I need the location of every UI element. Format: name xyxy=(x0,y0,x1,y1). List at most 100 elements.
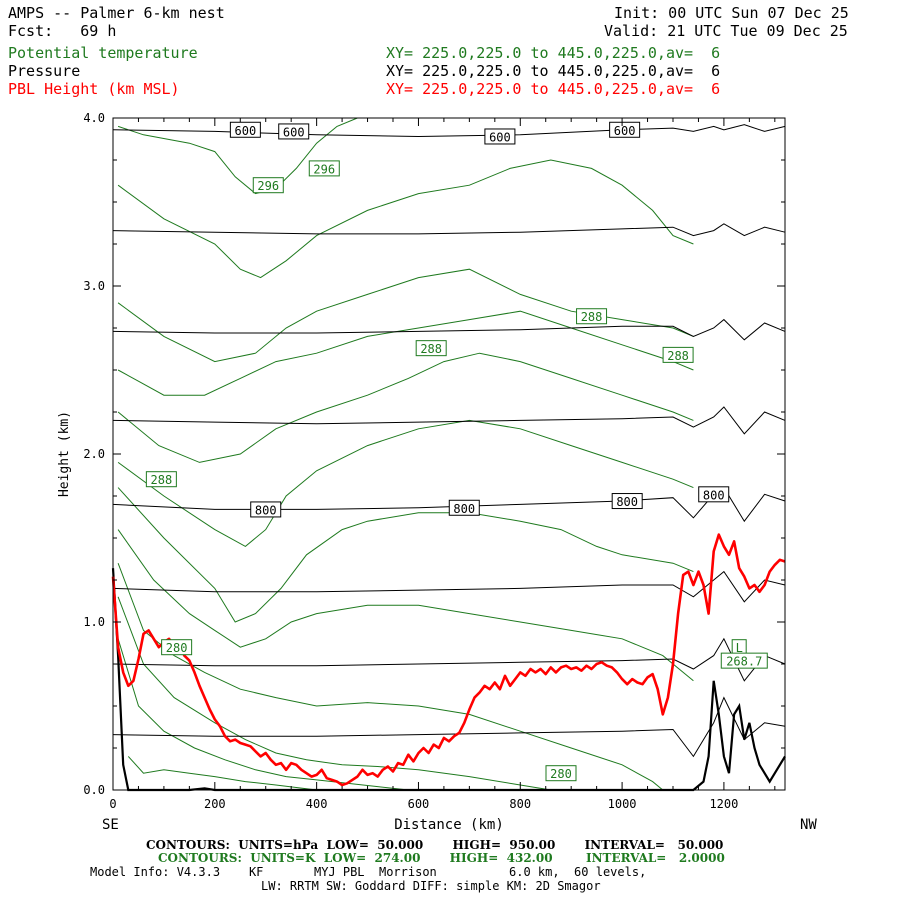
field-theta-xy: XY= 225.0,225.0 to 445.0,225.0,av= 6 xyxy=(386,44,721,62)
contour-label-2: 600 xyxy=(484,128,516,145)
contour-label-box xyxy=(308,160,340,177)
contour-label-box xyxy=(229,121,261,138)
contour-label-text: 800 xyxy=(453,502,475,516)
model-title: AMPS -- Palmer 6-km nest xyxy=(8,4,225,22)
contour-label-4: 296 xyxy=(252,177,284,194)
contour-label-box xyxy=(161,639,193,656)
field-pressure-name: Pressure xyxy=(8,62,81,80)
theta-contour-9 xyxy=(117,596,551,791)
contour-label-box xyxy=(448,499,480,516)
footer-model-info-1: Model Info: V4.3.3 KF MYJ PBL Morrison 6… xyxy=(90,865,647,879)
contour-label-box xyxy=(484,128,516,145)
theta-contour-8 xyxy=(117,563,664,791)
contour-label-17: 268.7 xyxy=(720,652,768,669)
contour-label-box xyxy=(415,340,447,357)
contour-label-box xyxy=(662,346,694,363)
x-tick-label: 200 xyxy=(204,797,226,811)
contour-label-text: 268.7 xyxy=(726,655,762,669)
x-tick-label: 0 xyxy=(109,797,116,811)
contour-label-11: 800 xyxy=(448,499,480,516)
contour-label-3: 600 xyxy=(609,121,641,138)
contour-label-box xyxy=(545,765,577,782)
contour-label-box xyxy=(252,177,284,194)
pressure-contour-7 xyxy=(112,696,786,758)
footer-pressure-contours: CONTOURS: UNITS=hPa LOW= 50.000 HIGH= 95… xyxy=(146,838,724,852)
theta-contour-1 xyxy=(117,159,694,279)
theta-contour-3 xyxy=(117,310,694,396)
contour-label-text: 296 xyxy=(257,179,279,193)
plot-frame xyxy=(112,117,786,791)
x-axis-right-end: NW xyxy=(800,817,817,833)
contour-label-box xyxy=(576,308,608,325)
valid-time: Valid: 21 UTC Tue 09 Dec 25 xyxy=(604,22,848,40)
theta-contour-5 xyxy=(117,419,694,548)
contour-label-14: 280 xyxy=(161,639,193,656)
pressure-contour-4 xyxy=(112,486,786,523)
contour-label-0: 600 xyxy=(229,121,261,138)
theta-contour-0 xyxy=(117,117,358,195)
contour-label-text: 296 xyxy=(313,162,335,176)
contour-label-13: 800 xyxy=(698,486,730,503)
x-axis-title: Distance (km) xyxy=(394,817,504,833)
field-pbl-xy: XY= 225.0,225.0 to 445.0,225.0,av= 6 xyxy=(386,80,721,98)
axes: 0 200 400 600 800 1000 1200 0.0 1.0 2.0 3.0 4.0 xyxy=(83,111,785,811)
contour-label-12: 800 xyxy=(611,493,643,510)
theta-contour-6 xyxy=(117,487,694,623)
theta-contour-11 xyxy=(127,756,317,791)
contour-label-text: 600 xyxy=(283,125,305,139)
contour-label-text: 600 xyxy=(614,124,636,138)
y-tick-label: 2.0 xyxy=(83,447,105,461)
terrain-series xyxy=(111,568,786,792)
contour-label-text: 288 xyxy=(581,310,603,324)
pbl-series xyxy=(111,533,786,787)
pressure-contour-1 xyxy=(112,223,786,237)
contour-label-box xyxy=(611,493,643,510)
y-tick-label: 1.0 xyxy=(83,615,105,629)
contour-labels: 600 600 600 600 296 296 288 288 288 288 800 800 800 8… xyxy=(145,121,768,782)
contour-label-8: 288 xyxy=(662,346,694,363)
pressure-contour-6 xyxy=(112,637,786,682)
pressure-contour-5 xyxy=(112,570,786,603)
theta-contours xyxy=(117,117,694,791)
contour-label-box xyxy=(145,471,177,488)
y-tick-label: 3.0 xyxy=(83,279,105,293)
terrain-line xyxy=(111,568,786,792)
contour-label-1: 600 xyxy=(278,123,310,140)
pbl-height-line xyxy=(111,533,786,787)
pressure-contour-2 xyxy=(112,318,786,341)
contour-label-text: 280 xyxy=(550,767,572,781)
y-tick-label: 4.0 xyxy=(83,111,105,125)
contour-label-text: 288 xyxy=(667,349,689,363)
contour-label-text: L xyxy=(736,641,743,655)
contour-label-6: 288 xyxy=(576,308,608,325)
contour-label-15: 280 xyxy=(545,765,577,782)
x-tick-label: 400 xyxy=(306,797,328,811)
theta-contour-2 xyxy=(117,268,694,363)
contour-label-text: 800 xyxy=(616,495,638,509)
field-theta-name: Potential temperature xyxy=(8,44,198,62)
footer-model-info-2: LW: RRTM SW: Goddard DIFF: simple KM: 2D… xyxy=(261,879,601,893)
contour-label-5: 296 xyxy=(308,160,340,177)
theta-contour-4 xyxy=(117,352,694,463)
field-pbl-name: PBL Height (km MSL) xyxy=(8,80,180,98)
contour-label-text: 288 xyxy=(420,342,442,356)
contour-label-text: 288 xyxy=(151,473,173,487)
contour-label-box xyxy=(609,121,641,138)
pressure-contour-0 xyxy=(112,124,786,138)
y-axis-title: Height (km) xyxy=(57,411,72,497)
contour-label-text: 600 xyxy=(235,124,257,138)
x-tick-label: 800 xyxy=(509,797,531,811)
contour-label-text: 800 xyxy=(703,488,725,502)
contour-label-box xyxy=(720,652,768,669)
contour-label-7: 288 xyxy=(415,340,447,357)
field-pressure-xy: XY= 225.0,225.0 to 445.0,225.0,av= 6 xyxy=(386,62,721,80)
pressure-contour-3 xyxy=(112,406,786,435)
contour-label-text: 800 xyxy=(255,503,277,517)
contour-label-text: 600 xyxy=(489,130,511,144)
contour-label-text: 280 xyxy=(166,641,188,655)
theta-contour-7 xyxy=(117,529,694,682)
contour-label-9: 288 xyxy=(145,471,177,488)
x-tick-label: 1000 xyxy=(608,797,637,811)
contour-label-box xyxy=(278,123,310,140)
